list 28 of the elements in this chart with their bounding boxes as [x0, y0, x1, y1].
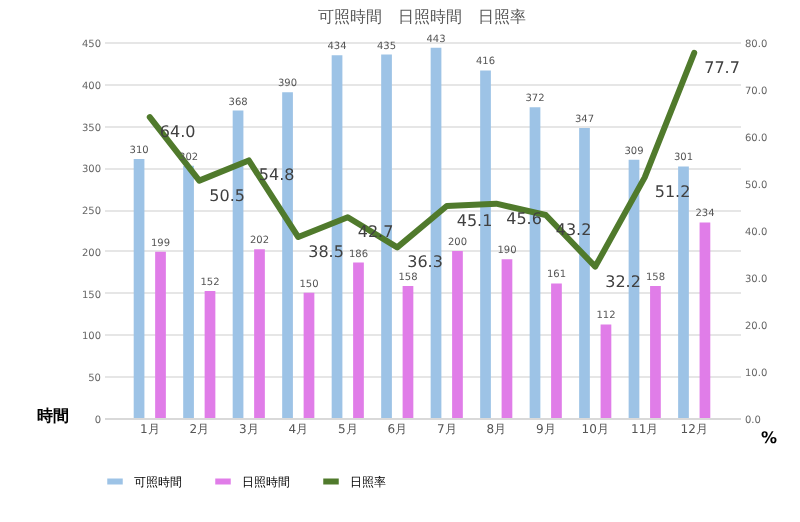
line-series: [146, 49, 698, 270]
bar: [452, 250, 463, 418]
bar: [600, 324, 612, 418]
data-label: 50.5: [209, 186, 245, 205]
data-label: 45.6: [506, 209, 542, 228]
y-axis-title: 時間: [37, 407, 69, 425]
bar: [650, 285, 661, 418]
chart-title: 可照時間 日照時間 日照率: [318, 7, 526, 26]
data-label: 51.2: [654, 183, 691, 202]
bar: [303, 292, 315, 418]
data-label: 42.7: [357, 223, 394, 242]
data-label: 36.3: [407, 253, 443, 272]
bar: [254, 249, 265, 418]
data-label: 54.8: [258, 166, 295, 185]
y2-axis-title: %: [760, 429, 778, 447]
bar: [551, 283, 562, 418]
bar: [183, 165, 194, 418]
data-label: 45.1: [456, 212, 493, 231]
bar: [155, 251, 166, 418]
data-label: 77.7: [704, 58, 740, 77]
bar: [402, 285, 414, 418]
bar: [204, 291, 216, 418]
bar: [353, 262, 364, 418]
bar: [501, 259, 513, 418]
bar: [699, 222, 711, 418]
data-label: 38.5: [308, 243, 344, 262]
data-label: 32.2: [605, 272, 641, 291]
bar: [133, 158, 145, 418]
